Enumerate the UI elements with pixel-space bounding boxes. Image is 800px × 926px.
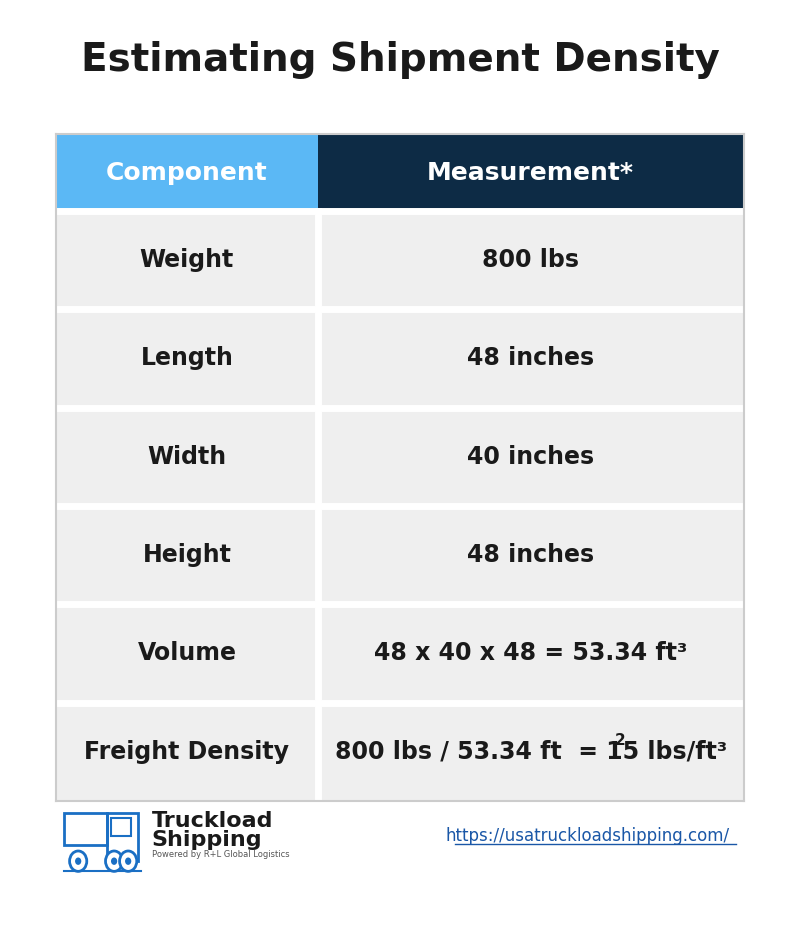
FancyBboxPatch shape	[56, 211, 318, 309]
Text: Freight Density: Freight Density	[85, 740, 290, 764]
Text: Volume: Volume	[138, 642, 237, 666]
Text: Truckload: Truckload	[152, 811, 273, 832]
Circle shape	[111, 857, 118, 865]
FancyBboxPatch shape	[56, 703, 318, 801]
Circle shape	[106, 851, 122, 871]
Text: Width: Width	[147, 444, 226, 469]
Circle shape	[125, 857, 131, 865]
FancyBboxPatch shape	[56, 134, 318, 211]
Text: Measurement*: Measurement*	[427, 160, 634, 184]
FancyBboxPatch shape	[318, 309, 744, 407]
Text: Component: Component	[106, 160, 268, 184]
Text: 2: 2	[615, 733, 626, 748]
FancyBboxPatch shape	[318, 506, 744, 605]
Text: Weight: Weight	[140, 248, 234, 272]
Text: Shipping: Shipping	[152, 830, 262, 850]
FancyBboxPatch shape	[318, 134, 744, 211]
Circle shape	[70, 851, 86, 871]
Text: 800 lbs: 800 lbs	[482, 248, 579, 272]
Text: Powered by R+L Global Logistics: Powered by R+L Global Logistics	[152, 850, 290, 859]
Text: Height: Height	[142, 544, 231, 567]
Circle shape	[119, 851, 137, 871]
FancyBboxPatch shape	[56, 605, 318, 703]
FancyBboxPatch shape	[56, 407, 318, 506]
FancyBboxPatch shape	[56, 309, 318, 407]
FancyBboxPatch shape	[318, 703, 744, 801]
FancyBboxPatch shape	[318, 605, 744, 703]
Circle shape	[75, 857, 82, 865]
Text: 48 inches: 48 inches	[467, 346, 594, 370]
FancyBboxPatch shape	[318, 211, 744, 309]
Text: 48 inches: 48 inches	[467, 544, 594, 567]
Text: 800 lbs / 53.34 ft  = 15 lbs/ft³: 800 lbs / 53.34 ft = 15 lbs/ft³	[334, 740, 726, 764]
Text: 40 inches: 40 inches	[467, 444, 594, 469]
Text: https://usatruckloadshipping.com/: https://usatruckloadshipping.com/	[446, 827, 730, 845]
Text: Length: Length	[141, 346, 234, 370]
Text: 48 x 40 x 48 = 53.34 ft³: 48 x 40 x 48 = 53.34 ft³	[374, 642, 687, 666]
FancyBboxPatch shape	[56, 506, 318, 605]
FancyBboxPatch shape	[318, 407, 744, 506]
Text: Estimating Shipment Density: Estimating Shipment Density	[81, 41, 719, 80]
